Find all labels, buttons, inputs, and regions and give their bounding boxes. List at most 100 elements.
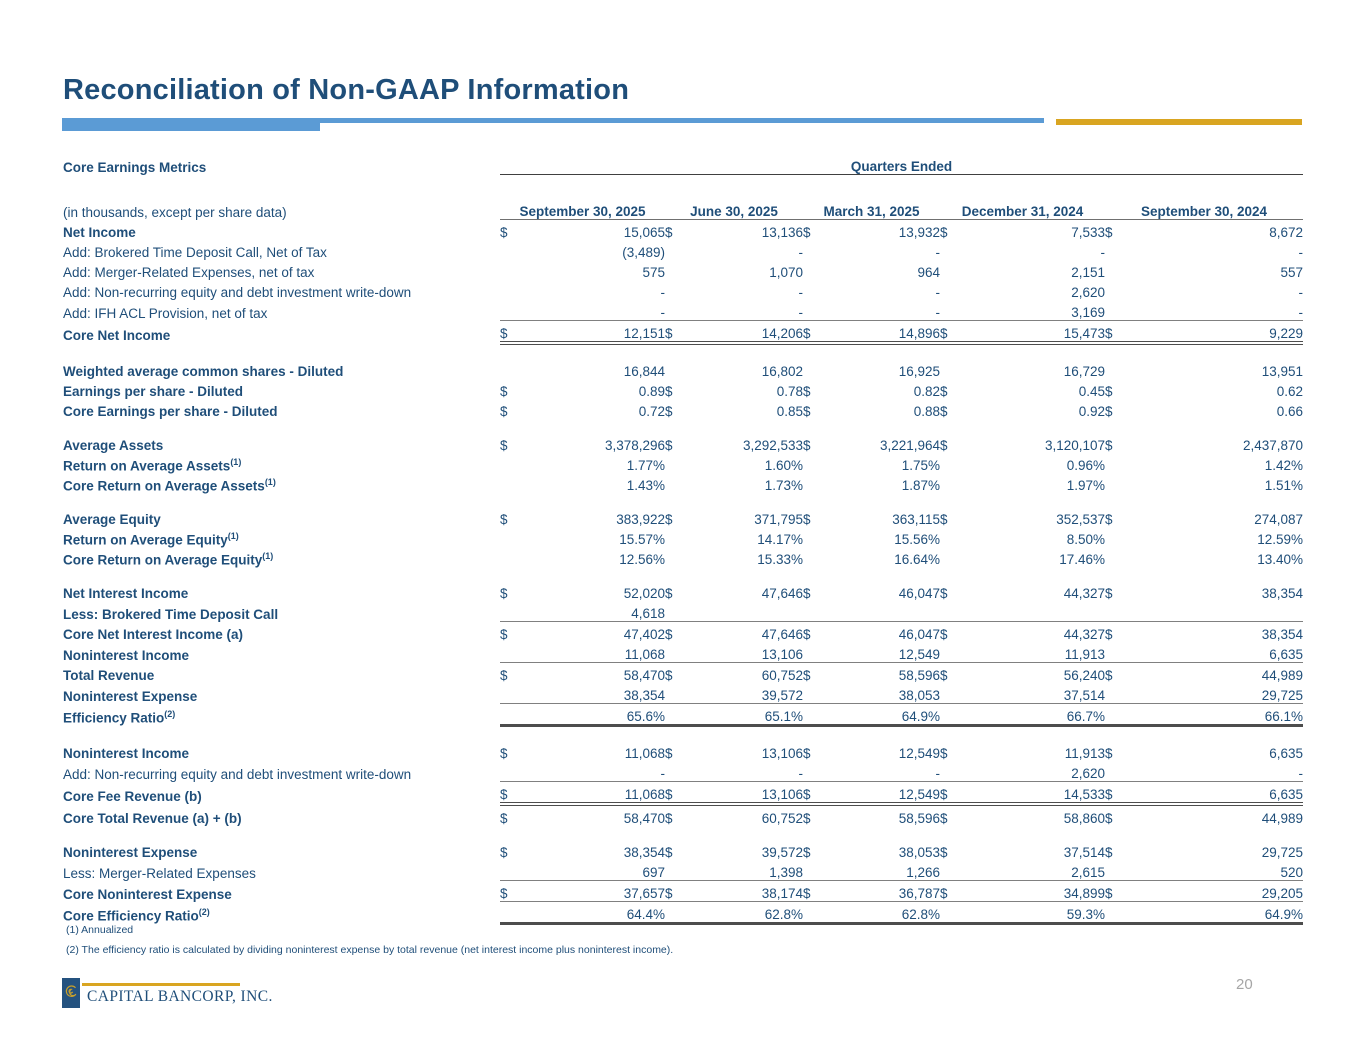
value-cell: 9,229 — [1129, 320, 1304, 345]
column-header-q4: December 31, 2024 — [940, 174, 1105, 220]
value-cell: - — [1298, 285, 1304, 300]
dollar-sign-cell: $ — [665, 512, 673, 527]
dollar-sign-cell: $ — [500, 225, 508, 240]
dollar-sign-cell: $ — [500, 438, 508, 453]
dollar-sign-cell: $ — [665, 880, 689, 902]
table-row: Add: Brokered Time Deposit Call, Net of … — [63, 240, 1303, 260]
dollar-sign-cell — [500, 280, 524, 300]
value-cell: 4,618 — [631, 606, 665, 621]
dollar-sign-cell — [665, 260, 689, 280]
dollar-sign-cell: $ — [1105, 512, 1113, 527]
dollar-sign-cell — [1105, 547, 1129, 567]
value-cell: 39,572 — [761, 845, 803, 860]
dollar-sign-cell: $ — [665, 225, 673, 240]
value-cell: 60,752 — [761, 811, 803, 826]
value-cell: 352,537 — [1056, 512, 1105, 527]
units-note: (in thousands, except per share data) — [63, 204, 287, 220]
dollar-sign-cell: $ — [803, 404, 811, 419]
dollar-sign-cell: $ — [940, 880, 964, 902]
table-row: Core Net Interest Income (a) $47,402 $47,6… — [63, 621, 1304, 642]
dollar-sign-cell: $ — [803, 621, 827, 642]
value-cell: 16,925 — [898, 364, 940, 379]
value-cell: 2,151 — [1071, 265, 1105, 280]
dollar-sign-cell: $ — [1105, 781, 1129, 806]
dollar-sign-cell: $ — [803, 811, 811, 826]
dollar-sign-cell — [1105, 901, 1129, 925]
row-label: Net Income — [63, 225, 136, 240]
value-cell: 65.6% — [524, 703, 665, 727]
value-cell: 363,115 — [892, 512, 940, 527]
dollar-sign-cell: $ — [803, 384, 811, 399]
value-cell: 13,106 — [761, 746, 803, 761]
page-number: 20 — [1236, 976, 1253, 993]
value-cell: 1,070 — [769, 265, 803, 280]
value-cell: 13,106 — [761, 647, 803, 662]
value-cell: - — [798, 285, 804, 300]
table-row: Net Interest Income $52,020 $47,646 $46,047… — [63, 567, 1303, 601]
value-cell: 14,533 — [964, 781, 1105, 806]
dollar-sign-cell — [940, 473, 964, 493]
dollar-sign-cell — [500, 343, 524, 379]
dollar-sign-cell: $ — [1105, 811, 1113, 826]
dollar-sign-cell — [500, 547, 524, 567]
value-cell: 16,729 — [1063, 364, 1105, 379]
value-cell: - — [1100, 245, 1106, 260]
value-cell: 66.1% — [1129, 703, 1304, 727]
table-row: Noninterest Expense $38,354 $39,572 $38,053… — [63, 826, 1303, 860]
table-row: Less: Merger-Related Expenses 697 1,398 1,2… — [63, 860, 1303, 881]
table-row: Noninterest Income $11,068 $13,106 $12,549 $… — [63, 726, 1303, 761]
value-cell: 12.59% — [1257, 532, 1304, 547]
dollar-sign-cell — [940, 703, 964, 727]
value-cell: 39,572 — [761, 688, 803, 703]
dollar-sign-cell — [803, 703, 827, 727]
table-row: Noninterest Income 11,068 13,106 12,549 11,9… — [63, 642, 1303, 663]
value-cell: 0.89 — [638, 384, 665, 399]
dollar-sign-cell: $ — [500, 746, 508, 761]
company-logo-icon — [62, 978, 80, 1008]
table-row: Weighted average common shares - Diluted… — [63, 343, 1303, 379]
table-body: Net Income $15,065 $13,136 $13,932 $7,533 $8,… — [63, 220, 1304, 925]
table-row: Add: Merger-Related Expenses, net of tax… — [63, 260, 1303, 280]
value-cell: 58,860 — [1063, 811, 1105, 826]
value-cell: 47,402 — [524, 621, 665, 642]
dollar-sign-cell — [1105, 453, 1129, 473]
row-label: Add: Brokered Time Deposit Call, Net of … — [63, 245, 327, 260]
dollar-sign-cell: $ — [940, 320, 964, 345]
value-cell: (3,489) — [622, 245, 665, 260]
value-cell: 13,106 — [689, 781, 803, 806]
dollar-sign-cell: $ — [803, 225, 811, 240]
page-title: Reconciliation of Non-GAAP Information — [63, 74, 630, 106]
value-cell: 8.50% — [1066, 532, 1105, 547]
row-label: Noninterest Income — [63, 746, 190, 761]
row-label: Efficiency Ratio(2) — [63, 709, 176, 726]
table-row: Less: Brokered Time Deposit Call 4,618 — [63, 601, 1303, 622]
value-cell: 17.46% — [1059, 552, 1105, 567]
value-cell: 15.33% — [757, 552, 803, 567]
dollar-sign-cell — [665, 453, 689, 473]
dollar-sign-cell — [1105, 527, 1129, 547]
dollar-sign-cell — [803, 547, 827, 567]
value-cell: 58,596 — [827, 662, 940, 683]
value-cell: - — [798, 766, 804, 781]
dollar-sign-cell — [940, 280, 964, 300]
value-cell: 13,136 — [761, 225, 803, 240]
dollar-sign-cell — [500, 901, 524, 925]
value-cell: 34,899 — [964, 880, 1105, 902]
dollar-sign-cell — [940, 260, 964, 280]
value-cell: 2,620 — [1071, 766, 1105, 781]
dollar-sign-cell — [665, 761, 689, 782]
table-row: Average Assets $3,378,296 $3,292,533 $3,221… — [63, 419, 1303, 453]
value-cell: 12,549 — [898, 746, 940, 761]
value-cell: 0.66 — [1276, 404, 1304, 419]
dollar-sign-cell: $ — [500, 404, 508, 419]
row-label: Average Equity — [63, 512, 161, 527]
dollar-sign-cell: $ — [665, 662, 689, 683]
company-name: CAPITAL BANCORP, INC. — [87, 988, 273, 1005]
table-row: Core Fee Revenue (b) $11,068 $13,106 $12,54… — [63, 781, 1304, 806]
value-cell: 1.43% — [626, 478, 665, 493]
value-cell: 11,913 — [1064, 746, 1105, 761]
dollar-sign-cell — [803, 683, 827, 704]
value-cell: 3,378,296 — [604, 438, 665, 453]
table-row: Return on Average Assets(1) 1.77% 1.60% 1.7… — [63, 453, 1303, 474]
value-cell: 274,087 — [1254, 512, 1304, 527]
